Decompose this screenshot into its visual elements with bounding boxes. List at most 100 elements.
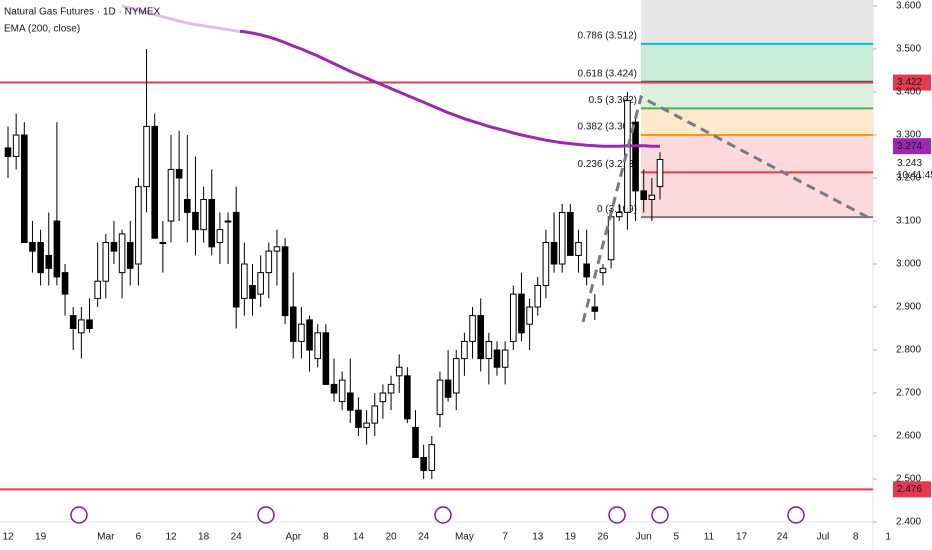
legend-indicator[interactable]: EMA (200, close) — [4, 24, 80, 35]
x-tick-label: 8 — [853, 532, 859, 543]
event-icon[interactable] — [70, 506, 88, 524]
candle-body — [501, 349, 509, 368]
candle-body — [542, 242, 550, 287]
y-tick-label: 2.700 — [896, 388, 921, 399]
candle-body — [45, 254, 53, 269]
x-tick-label: May — [455, 532, 474, 543]
candle-body — [510, 293, 517, 342]
candle-body — [29, 242, 36, 252]
candle-body — [37, 242, 44, 274]
candle-body — [21, 134, 28, 244]
candle-body — [61, 272, 69, 295]
candle-body — [192, 211, 199, 231]
fib-zone — [641, 172, 873, 218]
y-tick-label: 3.100 — [896, 216, 921, 227]
price-tag-label: 2.476 — [897, 484, 922, 495]
x-tick-label: 19 — [565, 532, 577, 543]
candle-body — [216, 229, 224, 244]
x-tick-label: 6 — [136, 532, 142, 543]
x-tick-label: 13 — [532, 532, 544, 543]
x-tick-label: 26 — [597, 532, 609, 543]
candle-body — [265, 250, 273, 274]
candle-body — [330, 383, 338, 394]
candle-body — [4, 147, 12, 158]
candle-body — [371, 405, 379, 424]
candle-body — [583, 263, 590, 278]
candle-body — [558, 211, 566, 265]
x-tick-label: 5 — [674, 532, 680, 543]
y-tick-label: 2.900 — [896, 302, 921, 313]
x-tick-label: 24 — [418, 532, 430, 543]
price-tag — [893, 481, 931, 498]
fib-label: 0 (3.109) — [597, 204, 637, 215]
price-tag-label: 3.274 — [897, 141, 922, 152]
price-tag — [893, 138, 931, 155]
candle-body — [118, 233, 126, 274]
x-tick-label: 1 — [885, 532, 891, 543]
candle-body — [485, 340, 493, 360]
candle-body — [281, 246, 289, 317]
legend-title[interactable]: Natural Gas Futures · 1D · NYMEX — [4, 7, 160, 18]
candle-body — [436, 379, 444, 416]
event-icon[interactable] — [257, 506, 275, 524]
candle-body — [452, 358, 460, 394]
y-tick-label: 2.600 — [896, 431, 921, 442]
candle-body — [575, 242, 582, 256]
candle-body — [591, 306, 599, 312]
x-tick-label: 14 — [353, 532, 365, 543]
candle-body — [526, 306, 533, 325]
candle-body — [477, 315, 484, 360]
x-tick-label: Jun — [636, 532, 652, 543]
countdown: 10:41:45 — [897, 170, 932, 181]
candle-body — [615, 211, 623, 218]
current-price: 3.243 — [897, 158, 922, 169]
candle-body — [461, 340, 468, 360]
candle-body — [241, 263, 248, 299]
fib-zone — [641, 108, 873, 136]
y-tick-label: 3.600 — [896, 1, 921, 12]
event-icon[interactable] — [434, 506, 452, 524]
fib-label: 0.382 (3.300) — [578, 122, 638, 133]
projection-line — [581, 94, 874, 323]
candle-body — [640, 190, 648, 201]
candle-body — [273, 246, 281, 252]
candle-body — [599, 267, 607, 274]
event-icons — [70, 506, 805, 524]
x-tick-label: 12 — [165, 532, 177, 543]
fib-label: 0.618 (3.424) — [578, 68, 638, 79]
candle-body — [102, 242, 110, 282]
candle-body — [200, 199, 207, 231]
x-tick-label: 18 — [198, 532, 210, 543]
candle-body — [151, 125, 158, 239]
candle-body — [567, 211, 574, 256]
candle-body — [338, 379, 346, 403]
candle-body — [632, 121, 639, 192]
event-icon[interactable] — [608, 506, 626, 524]
candle-body — [444, 379, 452, 398]
x-tick-label: 19 — [35, 532, 47, 543]
fib-label: 0.236 (3.213) — [578, 159, 638, 170]
candle-body — [249, 285, 256, 299]
candle-body — [363, 422, 370, 428]
candle-body — [534, 285, 542, 308]
price-tag — [893, 74, 931, 91]
candle-body — [607, 216, 615, 261]
candle-body — [469, 315, 476, 342]
price-tag-label: 3.422 — [897, 77, 922, 88]
y-tick-label: 2.400 — [896, 517, 921, 528]
candle-body — [306, 319, 313, 351]
x-tick-label: 11 — [704, 532, 715, 543]
y-tick-label: 3.000 — [896, 259, 921, 270]
fib-zone — [641, 0, 873, 44]
event-icon[interactable] — [651, 506, 669, 524]
candle-body — [404, 375, 411, 420]
candle-body — [518, 293, 525, 334]
candle-body — [184, 199, 191, 213]
candle-body — [322, 332, 330, 385]
candle-body — [395, 366, 403, 377]
candle-body — [94, 280, 101, 299]
candle-body — [159, 242, 167, 245]
event-icon[interactable] — [787, 506, 805, 524]
candle-body — [78, 319, 85, 334]
